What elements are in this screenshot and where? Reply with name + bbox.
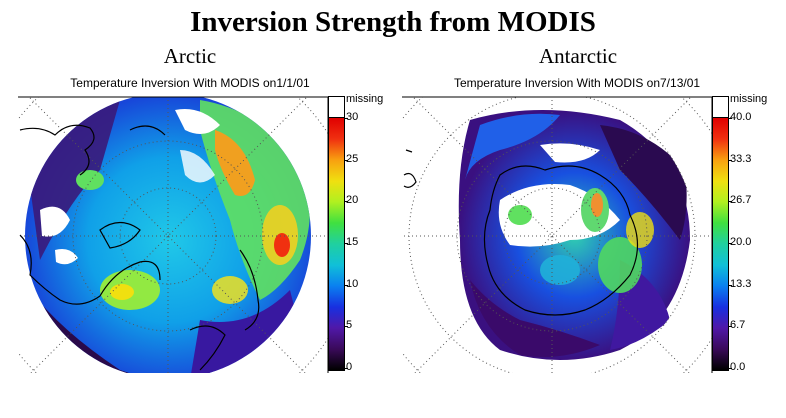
antarctic-data-field — [409, 97, 695, 373]
arctic-subtitle: Temperature Inversion With MODIS on1/1/0… — [70, 76, 310, 90]
arctic-data-field — [25, 97, 311, 373]
antarctic-graticule — [402, 97, 712, 373]
antarctic-map — [402, 97, 712, 373]
colorbar-tick-label: 33.3 — [730, 152, 752, 165]
colorbar-tick-label: 40.0 — [730, 111, 752, 123]
colorbar-tickmark — [728, 243, 732, 244]
colorbar-tickmark — [344, 284, 348, 286]
colorbar-tick-label: 20 — [346, 194, 359, 207]
arctic-graticule — [18, 97, 328, 373]
page-title: Inversion Strength from MODIS — [190, 6, 596, 38]
colorbar-tick-label: 6.7 — [730, 319, 746, 332]
colorbar-tickmark — [344, 159, 348, 161]
colorbar-tickmark — [344, 326, 348, 328]
arctic-colorbar-missing-swatch — [328, 96, 345, 118]
colorbar-tick-label: 0 — [346, 361, 353, 373]
antarctic-colorbar-missing-label: missing — [730, 93, 768, 105]
colorbar-tickmark — [728, 159, 732, 161]
colorbar-tickmark — [344, 368, 348, 369]
colorbar-tickmark — [344, 118, 348, 119]
arctic-coastlines — [19, 124, 260, 371]
colorbar-tickmark — [728, 201, 732, 203]
colorbar-tick-label: 26.7 — [730, 194, 752, 207]
colorbar-tickmark — [728, 284, 732, 286]
colorbar-tickmark — [728, 118, 732, 119]
colorbar-tick-label: 20.0 — [730, 236, 752, 248]
arctic-colorbar-missing-label: missing — [346, 93, 384, 105]
colorbar-tick-label: 5 — [346, 319, 353, 332]
colorbar-tickmark — [344, 243, 348, 244]
arctic-colorbar — [328, 117, 345, 371]
antarctic-colorbar-missing-swatch — [712, 96, 729, 118]
antarctic-colorbar — [712, 117, 729, 371]
antarctic-heading: Antarctic — [538, 44, 618, 68]
colorbar-tick-label: 0.0 — [730, 361, 746, 373]
colorbar-tick-label: 13.3 — [730, 277, 752, 290]
colorbar-tickmark — [728, 368, 732, 369]
colorbar-tick-label: 25 — [346, 152, 359, 165]
antarctic-subtitle: Temperature Inversion With MODIS on7/13/… — [453, 76, 701, 90]
colorbar-tick-label: 10 — [346, 277, 359, 290]
antarctic-coastlines — [403, 149, 639, 316]
colorbar-tickmark — [728, 326, 732, 328]
colorbar-tickmark — [344, 201, 348, 203]
arctic-heading: Arctic — [163, 44, 217, 68]
colorbar-tick-label: 30 — [346, 111, 359, 123]
colorbar-tick-label: 15 — [346, 236, 359, 248]
